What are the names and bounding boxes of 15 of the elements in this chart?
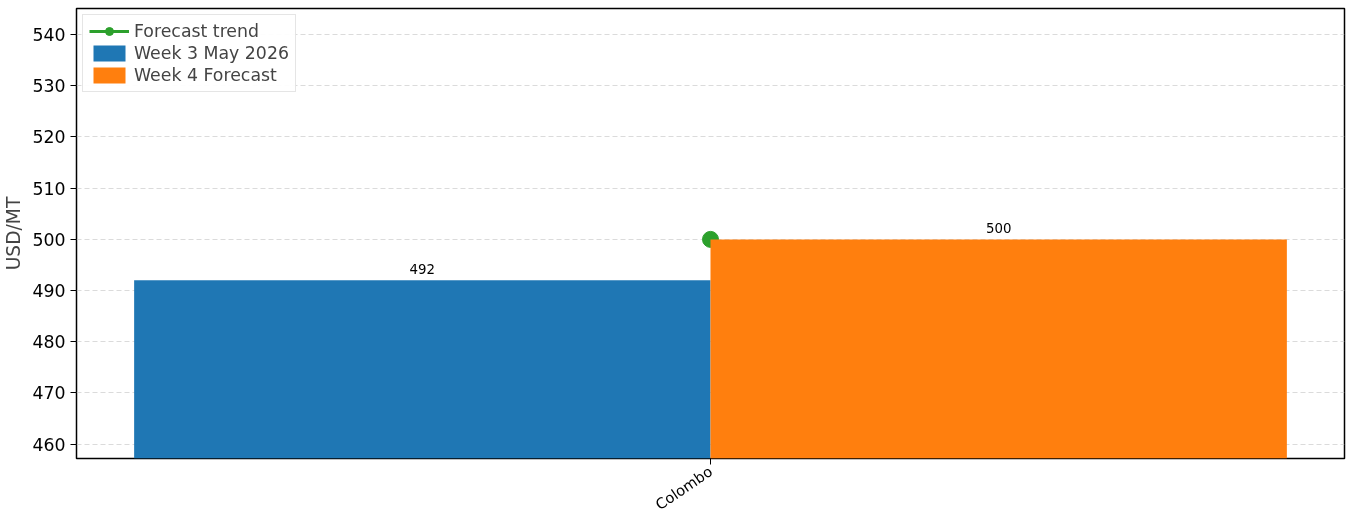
legend-label: Forecast trend — [134, 21, 260, 41]
y-tick-label: 520 — [32, 127, 66, 148]
legend-label: Week 3 May 2026 — [134, 43, 289, 63]
y-tick-label: 510 — [32, 178, 66, 199]
y-tick-label: 480 — [32, 332, 66, 353]
y-tick-label: 470 — [32, 383, 66, 404]
y-tick-label: 460 — [32, 434, 66, 455]
y-tick-label: 540 — [32, 25, 66, 46]
y-tick-label: 490 — [32, 281, 66, 302]
data-label: 492 — [409, 262, 436, 278]
data-label: 500 — [985, 221, 1012, 237]
y-tick-label: 500 — [32, 229, 66, 250]
y-axis-title: USD/MT — [3, 196, 25, 271]
y-tick-label: 530 — [32, 76, 66, 97]
legend-label: Week 4 Forecast — [134, 65, 277, 85]
